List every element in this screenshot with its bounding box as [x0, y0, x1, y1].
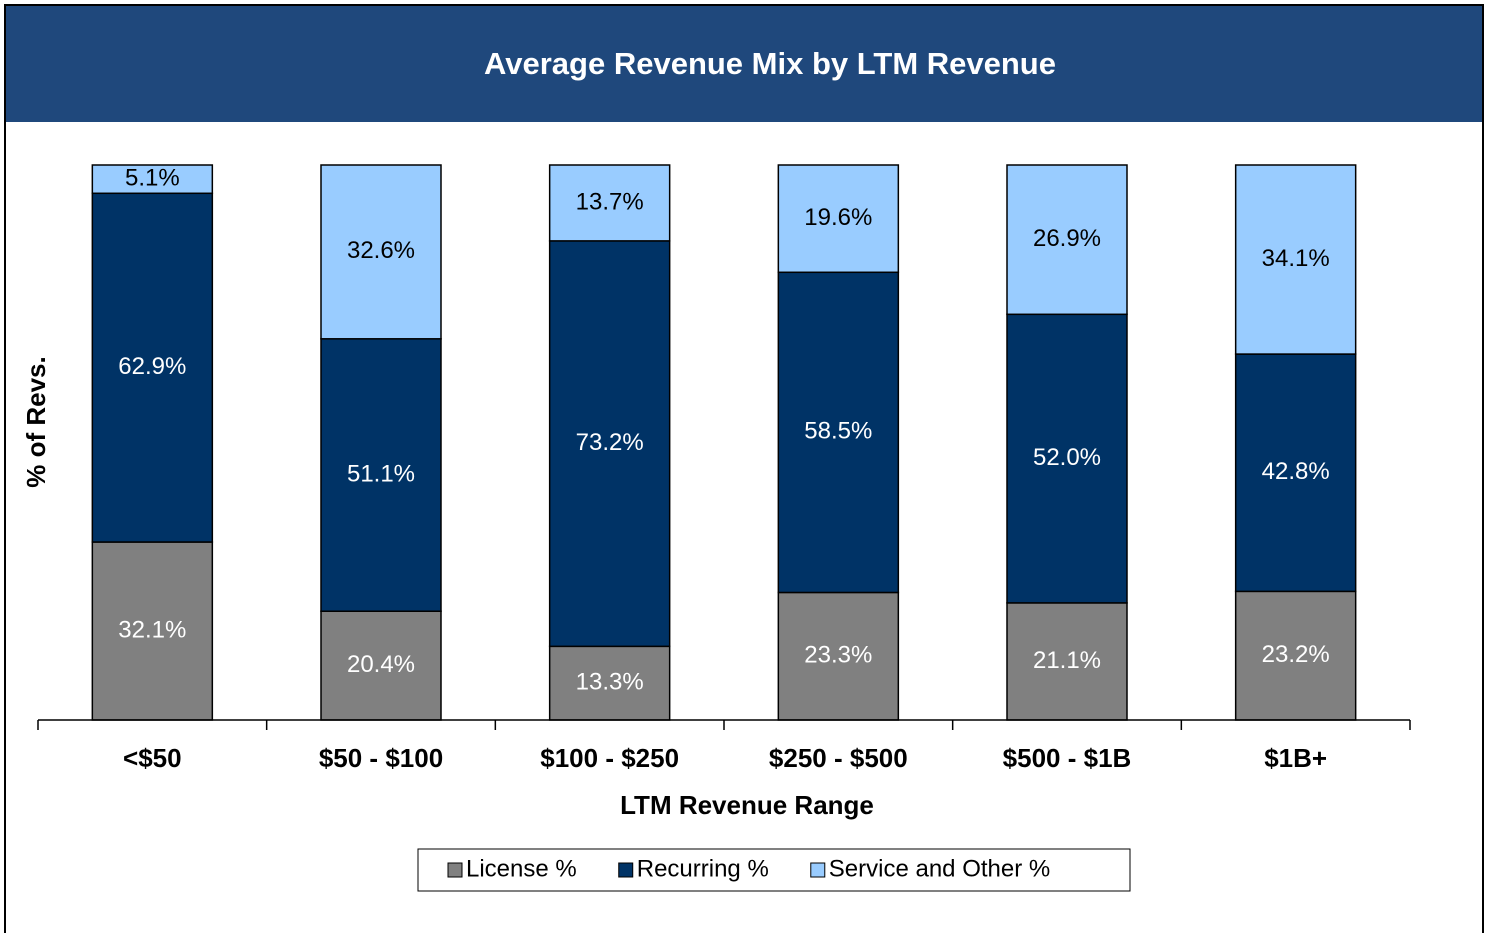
data-label: 42.8% — [1262, 458, 1330, 485]
bar-segment — [777, 164, 900, 274]
chart-title: Average Revenue Mix by LTM Revenue — [484, 46, 1056, 81]
bar-segment — [548, 240, 671, 648]
bar-segment — [320, 164, 442, 340]
bar-segment — [1234, 164, 1357, 355]
data-label: 23.3% — [804, 642, 872, 669]
x-axis-title: LTM Revenue Range — [620, 790, 874, 820]
bar-segment — [1006, 313, 1128, 604]
data-label: 26.9% — [1033, 225, 1101, 252]
x-tick-label: $50 - $100 — [319, 743, 443, 773]
legend-label: License % — [466, 855, 577, 882]
x-tick-label: $500 - $1B — [1003, 743, 1132, 773]
data-label: 52.0% — [1033, 444, 1101, 471]
data-label: 58.5% — [804, 418, 872, 445]
data-label: 62.9% — [118, 353, 186, 380]
data-label: 19.6% — [804, 204, 872, 231]
data-label: 5.1% — [125, 164, 180, 191]
x-tick-label: $250 - $500 — [769, 743, 908, 773]
legend-swatch — [618, 862, 634, 878]
bar-segment — [1006, 602, 1128, 721]
data-label: 73.2% — [576, 429, 644, 456]
bar-segment — [548, 645, 671, 721]
legend-box — [417, 848, 1131, 892]
bar-segment — [777, 271, 900, 594]
data-label: 51.1% — [347, 460, 415, 487]
x-tick-label: $100 - $250 — [540, 743, 679, 773]
bar-segment — [548, 164, 671, 242]
data-label: 13.7% — [576, 188, 644, 215]
bar-segment — [320, 610, 442, 721]
data-label: 32.6% — [347, 237, 415, 264]
data-label: 13.3% — [576, 669, 644, 696]
legend-swatch — [447, 862, 463, 878]
bar-segment — [1234, 353, 1357, 593]
bar-segment — [1006, 164, 1128, 316]
bar-segment — [320, 338, 442, 612]
legend-swatch — [810, 862, 826, 878]
data-label: 23.2% — [1262, 641, 1330, 668]
legend-label: Service and Other % — [829, 855, 1050, 882]
bar-segment — [91, 541, 214, 721]
bar-segment — [777, 591, 900, 721]
title-banner — [6, 6, 1482, 122]
data-label: 20.4% — [347, 651, 415, 678]
data-label: 34.1% — [1262, 245, 1330, 272]
legend-label: Recurring % — [637, 855, 769, 882]
x-tick-label: $1B+ — [1264, 743, 1327, 773]
y-axis-title: % of Revs. — [21, 356, 51, 488]
bar-segment — [1234, 590, 1357, 721]
bar-segment — [91, 164, 214, 195]
data-label: 21.1% — [1033, 647, 1101, 674]
bar-segment — [91, 192, 214, 543]
data-label: 32.1% — [118, 616, 186, 643]
x-tick-label: <$50 — [123, 743, 182, 773]
